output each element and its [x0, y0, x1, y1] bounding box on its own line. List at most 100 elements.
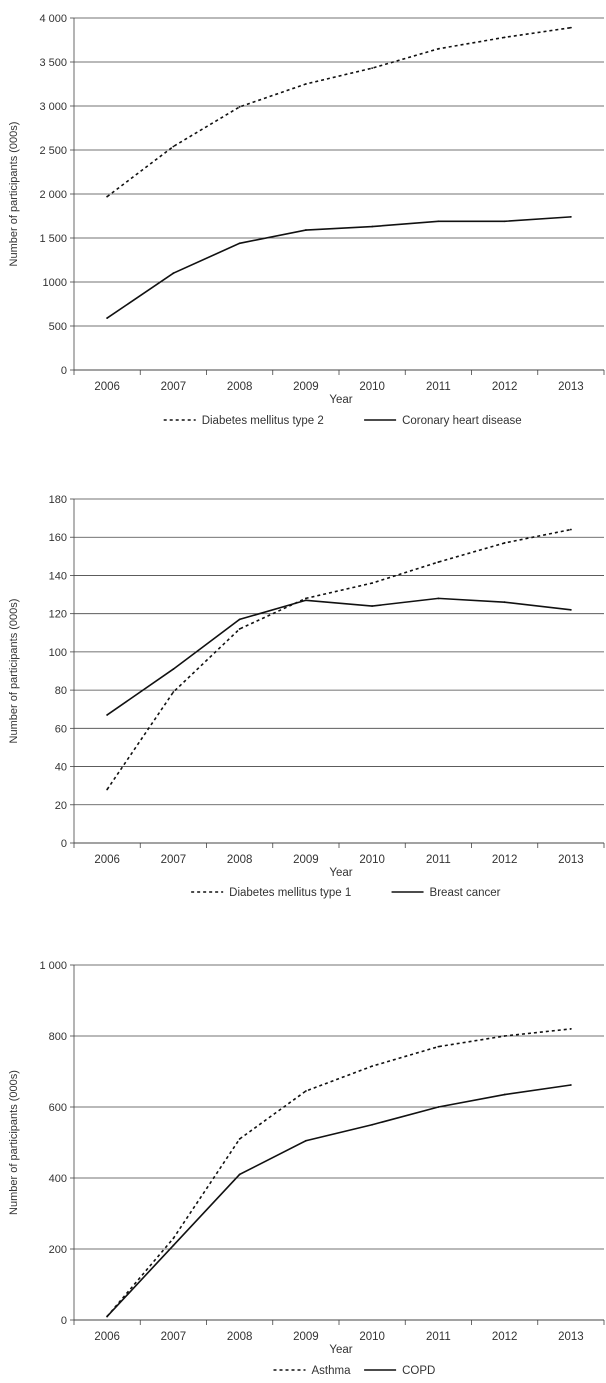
y-tick-label: 180	[49, 494, 67, 506]
data-point	[569, 608, 572, 611]
data-point	[371, 582, 374, 584]
series-line-coronary-heart-disease	[106, 216, 571, 319]
y-axis-label: Number of participants (000s)	[8, 122, 20, 267]
y-tick-label: 0	[61, 365, 67, 377]
data-point	[437, 597, 440, 600]
data-point	[106, 788, 109, 791]
x-tick-label: 2007	[161, 1331, 187, 1343]
data-point	[106, 1315, 109, 1318]
data-point	[238, 242, 241, 245]
legend-label: Diabetes mellitus type 2	[202, 415, 324, 427]
x-axis-label: Year	[329, 867, 352, 879]
x-tick-label: 2009	[293, 854, 319, 866]
chart-2: 0 20 40 60 80 100 120 140 160 180 2006 2007 2008 2009…	[8, 494, 605, 899]
data-point	[371, 67, 374, 70]
x-tick-label: 2011	[426, 854, 451, 866]
series-line-copd	[106, 1084, 571, 1317]
data-point	[569, 528, 572, 531]
x-tick-label: 2011	[426, 381, 451, 393]
x-tick-label: 2006	[94, 1331, 120, 1343]
x-axis-label: Year	[329, 394, 352, 406]
x-tick-label: 2007	[161, 381, 187, 393]
series-line-diabetes-mellitus-type-2	[106, 26, 571, 198]
y-tick-label: 80	[55, 685, 67, 697]
x-tick-label: 2006	[94, 381, 120, 393]
legend-label: Breast cancer	[430, 887, 501, 899]
legend: Diabetes mellitus type 2 Coronary heart d…	[163, 415, 522, 427]
series-line-asthma	[106, 1028, 571, 1317]
data-point	[371, 605, 374, 607]
x-tick-label: 2009	[293, 1331, 319, 1343]
data-point	[172, 272, 175, 275]
y-tick-label: 1 500	[39, 233, 67, 245]
y-tick-label: 100	[49, 647, 67, 659]
y-tick-label: 600	[49, 1102, 67, 1114]
data-point	[304, 1090, 307, 1092]
data-point	[569, 1084, 572, 1086]
data-point	[437, 1106, 440, 1108]
y-tick-label: 1000	[43, 277, 67, 289]
legend-label: Coronary heart disease	[402, 415, 522, 427]
data-point	[238, 628, 241, 630]
data-point	[106, 195, 109, 198]
legend: Diabetes mellitus type 1 Breast cancer	[191, 887, 501, 899]
data-point	[172, 145, 175, 148]
y-axis-label: Number of participants (000s)	[8, 599, 20, 744]
x-tick-label: 2011	[426, 1331, 451, 1343]
x-tick-label: 2008	[227, 854, 253, 866]
data-point	[569, 1028, 572, 1030]
data-point	[238, 1173, 241, 1176]
data-point	[172, 1244, 175, 1247]
x-tick-label: 2006	[94, 854, 120, 866]
data-point	[106, 714, 109, 716]
data-point	[503, 601, 506, 604]
y-tick-label: 4 000	[39, 13, 67, 25]
y-tick-label: 2 000	[39, 189, 67, 201]
x-tick-label: 2010	[359, 854, 385, 866]
chart-1: 0 500 1000 1 500 2 000 2 500 3 000 3 500 4 000 20…	[8, 13, 605, 427]
data-point	[304, 599, 307, 602]
data-point	[503, 36, 506, 39]
series-line-diabetes-mellitus-type-1	[106, 528, 572, 790]
y-tick-label: 140	[49, 570, 67, 582]
data-point	[371, 1065, 374, 1068]
x-tick-label: 2013	[558, 854, 584, 866]
legend-label: Asthma	[312, 1365, 352, 1377]
data-point	[503, 220, 506, 223]
data-point	[172, 691, 175, 693]
x-tick-label: 2012	[492, 854, 518, 866]
y-tick-label: 20	[55, 800, 67, 812]
y-tick-label: 2 500	[39, 145, 67, 157]
legend-label: COPD	[402, 1365, 435, 1377]
x-tick-label: 2007	[161, 854, 187, 866]
x-tick-label: 2013	[558, 381, 584, 393]
x-tick-label: 2012	[492, 1331, 518, 1343]
data-point	[437, 47, 440, 50]
chart-3: 0 200 400 600 800 1 000 2006 2007 2008 2009 2010 20…	[8, 960, 605, 1377]
data-point	[437, 220, 440, 223]
y-tick-label: 0	[61, 1315, 67, 1327]
series-line-breast-cancer	[106, 597, 571, 716]
data-point	[238, 618, 241, 621]
x-tick-label: 2012	[492, 381, 518, 393]
y-tick-label: 200	[49, 1244, 67, 1256]
data-point	[304, 597, 307, 600]
y-tick-label: 0	[61, 838, 67, 850]
y-tick-label: 500	[49, 321, 67, 333]
data-point	[371, 225, 374, 228]
data-point	[503, 542, 506, 544]
y-tick-label: 60	[55, 723, 67, 735]
data-point	[172, 1237, 175, 1240]
legend: Asthma COPD	[273, 1365, 435, 1377]
x-tick-label: 2010	[359, 381, 385, 393]
data-point	[238, 1138, 241, 1140]
data-point	[569, 215, 572, 218]
data-point	[503, 1035, 506, 1037]
data-point	[238, 105, 241, 108]
x-tick-label: 2013	[558, 1331, 584, 1343]
data-point	[371, 1123, 374, 1126]
y-tick-label: 3 500	[39, 57, 67, 69]
data-point	[304, 83, 307, 85]
data-point	[304, 229, 307, 231]
